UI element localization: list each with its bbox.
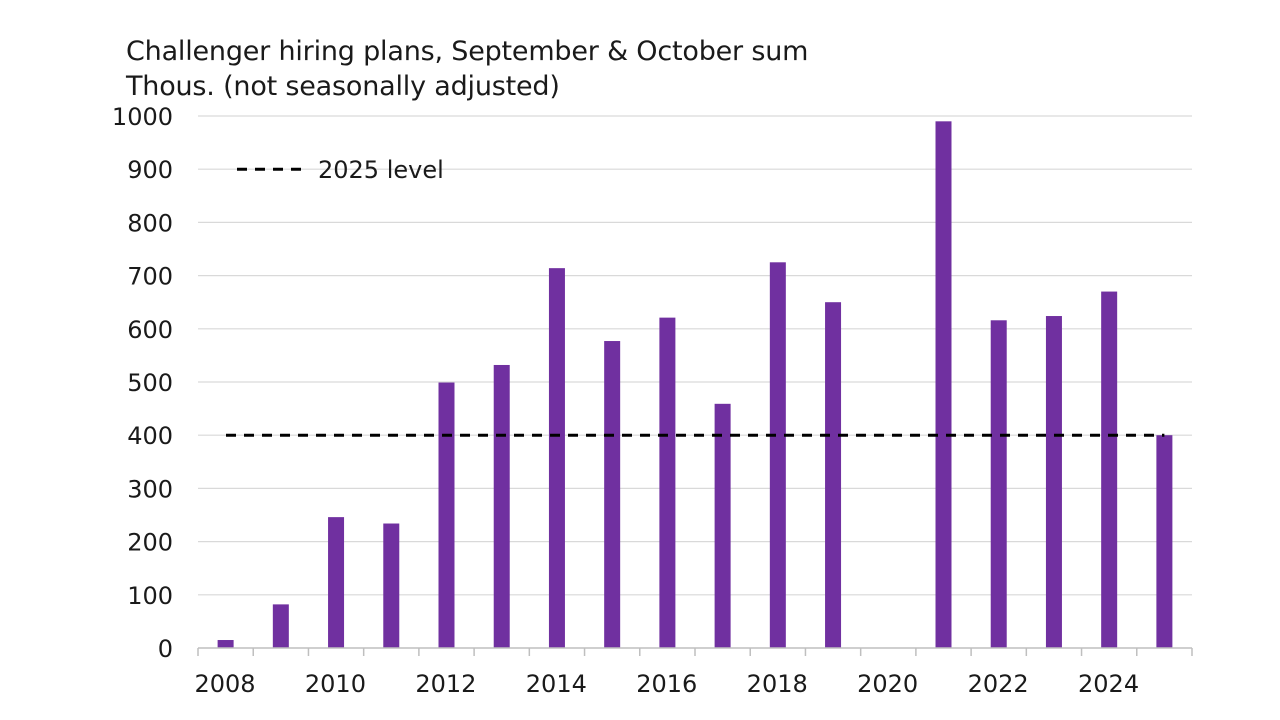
bar-2014 xyxy=(548,268,565,648)
y-tick-label: 400 xyxy=(127,422,173,450)
x-tick-label: 2022 xyxy=(968,670,1029,698)
chart-subtitle: Thous. (not seasonally adjusted) xyxy=(126,71,560,102)
chart-title-block: Challenger hiring plans, September & Oct… xyxy=(126,34,808,104)
bar-2023 xyxy=(1045,316,1062,648)
y-tick-label: 100 xyxy=(127,582,173,610)
bar-2012 xyxy=(438,382,455,648)
x-tick-label: 2016 xyxy=(636,670,697,698)
bar-2018 xyxy=(769,262,786,648)
y-tick-label: 200 xyxy=(127,529,173,557)
y-tick-label: 800 xyxy=(127,209,173,237)
y-tick-label: 600 xyxy=(127,316,173,344)
bar-2013 xyxy=(493,364,510,648)
y-tick-label: 900 xyxy=(127,156,173,184)
x-tick-label: 2010 xyxy=(305,670,366,698)
x-tick-label: 2014 xyxy=(526,670,587,698)
x-tick-label: 2018 xyxy=(747,670,808,698)
bar-2016 xyxy=(659,317,676,648)
legend: 2025 level xyxy=(237,156,444,184)
bar-2024 xyxy=(1101,291,1118,648)
bar-2010 xyxy=(328,517,345,648)
gridlines xyxy=(198,115,1192,596)
x-tick-label: 2020 xyxy=(857,670,918,698)
legend-label: 2025 level xyxy=(318,156,444,184)
bar-2011 xyxy=(383,523,400,648)
bar-2019 xyxy=(825,302,842,648)
x-tick-label: 2024 xyxy=(1078,670,1139,698)
bar-2009 xyxy=(272,604,289,648)
bar-2008 xyxy=(217,640,234,648)
bars xyxy=(217,121,1173,648)
bar-2015 xyxy=(604,341,621,648)
bar-2025 xyxy=(1156,435,1173,648)
bar-2017 xyxy=(714,403,731,648)
y-tick-label: 1000 xyxy=(112,103,173,131)
y-tick-label: 0 xyxy=(158,635,173,663)
y-tick-label: 300 xyxy=(127,475,173,503)
y-tick-label: 500 xyxy=(127,369,173,397)
bar-2021 xyxy=(935,121,952,648)
y-tick-label: 700 xyxy=(127,263,173,291)
bar-2022 xyxy=(990,320,1007,648)
chart-title: Challenger hiring plans, September & Oct… xyxy=(126,36,809,67)
axes: 0 100 200 300 400 500 600 700 800 900 1000 2008 2010… xyxy=(112,103,1193,698)
x-tick-label: 2008 xyxy=(194,670,255,698)
x-tick-label: 2012 xyxy=(415,670,476,698)
